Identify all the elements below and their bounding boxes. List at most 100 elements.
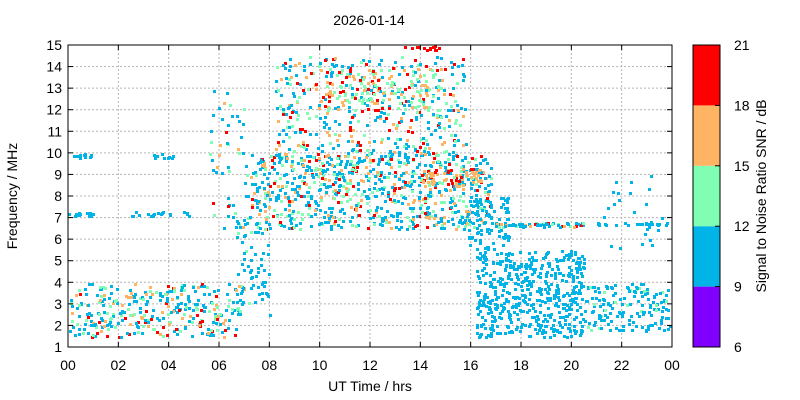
data-cell xyxy=(568,256,571,259)
data-cell xyxy=(201,283,204,286)
data-cell xyxy=(380,171,383,174)
x-axis-label: UT Time / hrs xyxy=(328,378,412,394)
data-cell xyxy=(460,176,463,179)
data-cell xyxy=(490,311,493,314)
data-cell xyxy=(598,299,601,302)
data-cell xyxy=(88,283,91,286)
data-cell xyxy=(495,225,498,228)
data-cell xyxy=(318,223,321,226)
data-cell xyxy=(254,171,257,174)
data-cell xyxy=(416,46,419,49)
data-cell xyxy=(423,106,426,109)
data-cell xyxy=(390,75,393,78)
data-cell xyxy=(278,161,281,164)
data-cell xyxy=(518,266,521,269)
data-cell xyxy=(388,154,391,157)
data-cell xyxy=(522,299,525,302)
data-cell xyxy=(78,304,81,307)
data-cell xyxy=(624,222,627,225)
data-cell xyxy=(628,323,631,326)
data-cell xyxy=(212,202,215,205)
y-tick-label: 2 xyxy=(54,317,62,333)
data-cell xyxy=(92,213,95,216)
data-cell xyxy=(254,199,257,202)
data-cell xyxy=(492,286,495,289)
data-cell xyxy=(526,311,529,314)
data-cell xyxy=(566,292,569,295)
data-cell xyxy=(297,211,300,214)
data-cell xyxy=(236,236,239,239)
data-cell xyxy=(357,204,360,207)
data-cell xyxy=(381,158,384,161)
data-cell xyxy=(323,183,326,186)
data-cell xyxy=(258,293,261,296)
data-cell xyxy=(155,155,158,158)
data-cell xyxy=(129,314,132,317)
data-cell xyxy=(277,194,280,197)
data-cell xyxy=(513,268,516,271)
data-cell xyxy=(578,266,581,269)
data-cell xyxy=(425,139,428,142)
data-cell xyxy=(323,126,326,129)
data-cell xyxy=(271,191,274,194)
data-cell xyxy=(337,201,340,204)
data-cell xyxy=(283,225,286,228)
data-cell xyxy=(137,331,140,334)
data-cell xyxy=(507,235,510,238)
data-cell xyxy=(614,292,617,295)
data-cell xyxy=(378,178,381,181)
data-cell xyxy=(243,108,246,111)
data-cell xyxy=(570,254,573,257)
data-cell xyxy=(288,204,291,207)
data-cell xyxy=(167,285,170,288)
data-cell xyxy=(201,320,204,323)
data-cell xyxy=(551,268,554,271)
data-cell xyxy=(489,300,492,303)
data-cell xyxy=(568,327,571,330)
data-cell xyxy=(346,190,349,193)
data-cell xyxy=(498,230,501,233)
data-cell xyxy=(593,286,596,289)
data-cell xyxy=(372,82,375,85)
data-cell xyxy=(440,116,443,119)
data-cell xyxy=(536,315,539,318)
data-cell xyxy=(505,265,508,268)
data-cell xyxy=(305,76,308,79)
data-cell xyxy=(362,180,365,183)
data-cell xyxy=(169,213,172,216)
data-cell xyxy=(398,121,401,124)
data-cell xyxy=(494,293,497,296)
data-cell xyxy=(413,172,416,175)
data-cell xyxy=(135,211,138,214)
data-cell xyxy=(453,63,456,66)
data-cell xyxy=(448,153,451,156)
data-cell xyxy=(262,281,265,284)
data-cell xyxy=(159,299,162,302)
data-cell xyxy=(270,155,273,158)
data-cell xyxy=(236,115,239,118)
data-cell xyxy=(378,188,381,191)
data-cell xyxy=(484,158,487,161)
data-cell xyxy=(443,127,446,130)
data-cell xyxy=(218,107,221,110)
data-cell xyxy=(574,251,577,254)
data-cell xyxy=(372,73,375,76)
data-cell xyxy=(233,309,236,312)
data-cell xyxy=(378,215,381,218)
data-cell xyxy=(239,226,242,229)
data-cell xyxy=(532,303,535,306)
data-cell xyxy=(479,201,482,204)
data-cell xyxy=(104,287,107,290)
data-cell xyxy=(414,71,417,74)
data-cell xyxy=(165,302,168,305)
data-cell xyxy=(394,175,397,178)
data-cell xyxy=(375,211,378,214)
data-cell xyxy=(342,195,345,198)
data-cell xyxy=(175,328,178,331)
data-cell xyxy=(226,293,229,296)
data-cell xyxy=(429,191,432,194)
data-cell xyxy=(321,144,324,147)
data-cell xyxy=(303,92,306,95)
data-cell xyxy=(478,336,481,339)
data-cell xyxy=(333,165,336,168)
